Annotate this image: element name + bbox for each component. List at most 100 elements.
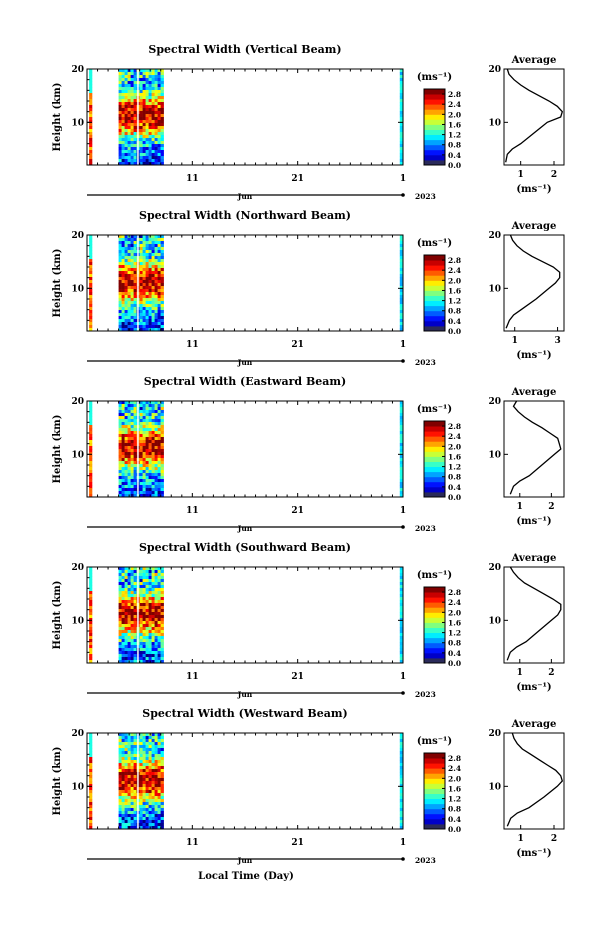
- heatmap-cell: [133, 108, 137, 112]
- heatmap-cell: [139, 479, 143, 483]
- heatmap-cell: [160, 416, 164, 420]
- heatmap-cell: [154, 567, 158, 571]
- heatmap-cell: [151, 102, 155, 106]
- heatmap-cell: [124, 660, 128, 664]
- heatmap-cell: [127, 449, 131, 453]
- heatmap-cell: [121, 491, 125, 495]
- heatmap-cell: [130, 567, 134, 571]
- colorbar-tick-label: 0.8: [448, 639, 461, 648]
- heatmap-cell: [157, 413, 161, 417]
- edge-strip-cell: [399, 494, 403, 498]
- heatmap-cell: [133, 769, 137, 773]
- heatmap-cell: [121, 494, 125, 498]
- heatmap-cell: [118, 298, 122, 302]
- heatmap-cell: [118, 826, 122, 830]
- heatmap-cell: [148, 268, 152, 272]
- heatmap-cell: [157, 751, 161, 755]
- heatmap-cell: [118, 446, 122, 450]
- heatmap-cell: [145, 301, 149, 305]
- heatmap-cell: [154, 325, 158, 329]
- heatmap-cell: [121, 78, 125, 82]
- colorbar-swatch: [424, 823, 445, 830]
- edge-strip-cell: [89, 772, 93, 776]
- heatmap-cell: [133, 153, 137, 157]
- edge-strip-cell: [89, 256, 93, 260]
- heatmap-cell: [133, 156, 137, 160]
- colorbar-tick-label: 0.8: [448, 307, 461, 316]
- heatmap-cell: [139, 748, 143, 752]
- colorbar-tick-label: 2.0: [448, 774, 461, 783]
- heatmap-cell: [154, 624, 158, 628]
- colorbar-swatch: [424, 300, 445, 307]
- heatmap-cell: [121, 156, 125, 160]
- heatmap-cell: [160, 277, 164, 281]
- heatmap-cell: [124, 132, 128, 136]
- heatmap-cell: [154, 301, 158, 305]
- heatmap-cell: [130, 162, 134, 166]
- heatmap-cell: [151, 304, 155, 308]
- edge-strip-cell: [399, 153, 403, 157]
- heatmap-cell: [154, 156, 158, 160]
- heatmap-cell: [142, 820, 146, 824]
- heatmap-cell: [133, 328, 137, 332]
- heatmap-cell: [151, 292, 155, 296]
- heatmap-cell: [157, 247, 161, 251]
- heatmap-cell: [130, 612, 134, 616]
- heatmap-cell: [130, 618, 134, 622]
- panel-title: Spectral Width (Northward Beam): [139, 209, 351, 222]
- heatmap-cell: [157, 425, 161, 429]
- heatmap-cell: [145, 283, 149, 287]
- heatmap-cell: [142, 244, 146, 248]
- heatmap-cell: [145, 111, 149, 115]
- heatmap-cell: [154, 826, 158, 830]
- heatmap-cell: [145, 274, 149, 278]
- edge-strip-cell: [399, 648, 403, 652]
- heatmap-cell: [127, 422, 131, 426]
- heatmap-cell: [154, 473, 158, 477]
- colorbar-swatch: [424, 94, 445, 100]
- heatmap-cell: [148, 153, 152, 157]
- heatmap-cell: [151, 105, 155, 109]
- heatmap-cell: [148, 808, 152, 812]
- heatmap-cell: [154, 147, 158, 151]
- heatmap-cell: [154, 117, 158, 121]
- heatmap-cell: [127, 141, 131, 145]
- edge-strip-cell: [89, 796, 93, 800]
- edge-strip-cell: [399, 247, 403, 251]
- heatmap-cell: [118, 117, 122, 121]
- heatmap-cell: [118, 778, 122, 782]
- x-tick-label: 1: [400, 672, 406, 682]
- heatmap-cell: [160, 787, 164, 791]
- heatmap-cell: [124, 404, 128, 408]
- heatmap-cell: [130, 576, 134, 580]
- heatmap-cell: [157, 307, 161, 311]
- heatmap-cell: [127, 111, 131, 115]
- heatmap-cell: [124, 485, 128, 489]
- heatmap-cell: [130, 811, 134, 815]
- edge-strip-cell: [399, 132, 403, 136]
- edge-strip-cell: [89, 84, 93, 88]
- heatmap-cell: [142, 99, 146, 103]
- heatmap-cell: [154, 322, 158, 326]
- heatmap-cell: [145, 615, 149, 619]
- edge-strip-cell: [89, 250, 93, 254]
- heatmap-cell: [160, 763, 164, 767]
- heatmap-cell: [127, 769, 131, 773]
- heatmap-cell: [160, 482, 164, 486]
- heatmap-cell: [124, 594, 128, 598]
- heatmap-cell: [118, 90, 122, 94]
- heatmap-cell: [127, 479, 131, 483]
- heatmap-cell: [139, 105, 143, 109]
- avg-x-tick-label: 2: [551, 170, 557, 180]
- colorbar-swatch: [424, 813, 445, 820]
- heatmap-cell: [130, 609, 134, 613]
- heatmap-cell: [124, 259, 128, 263]
- heatmap-cell: [124, 262, 128, 266]
- edge-strip-cell: [399, 455, 403, 459]
- heatmap-cell: [121, 799, 125, 803]
- heatmap-cell: [151, 135, 155, 139]
- heatmap-cell: [154, 603, 158, 607]
- heatmap-cell: [145, 114, 149, 118]
- heatmap-cell: [148, 799, 152, 803]
- heatmap-cell: [130, 636, 134, 640]
